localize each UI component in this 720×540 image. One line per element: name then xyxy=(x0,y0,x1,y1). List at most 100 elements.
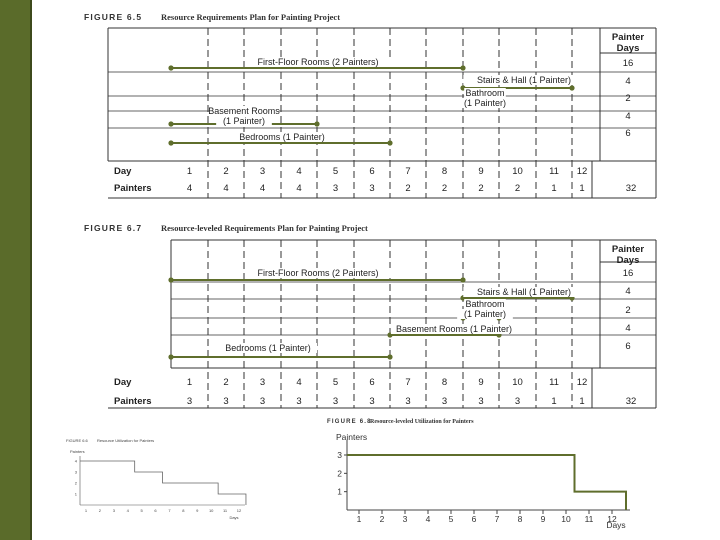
figure-number: FIGURE 6.7 xyxy=(84,223,142,233)
painters-count: 3 xyxy=(369,183,374,194)
painters-count: 4 xyxy=(296,183,301,194)
painters-count: 1 xyxy=(551,183,556,194)
task-start-node xyxy=(168,65,174,71)
task-label: Bathroom xyxy=(465,88,504,98)
task-end-node xyxy=(387,354,393,360)
y-tick-label: 4 xyxy=(75,459,78,464)
figure-number: FIGURE 6.6 xyxy=(66,438,89,443)
figure-6-7-figure: FIGURE 6.7 Resource-leveled Requirements … xyxy=(84,223,657,409)
x-tick-label: 6 xyxy=(154,508,157,513)
task-label-bg xyxy=(464,88,506,98)
day-number: 5 xyxy=(333,166,338,177)
day-number: 11 xyxy=(549,166,559,177)
day-number: 8 xyxy=(442,377,447,388)
day-number: 9 xyxy=(478,377,483,388)
painters-count: 1 xyxy=(551,396,556,407)
x-tick-label: 9 xyxy=(541,514,546,524)
x-tick-label: 10 xyxy=(209,508,214,513)
task-painter-days: 16 xyxy=(623,268,634,279)
x-tick-label: 12 xyxy=(607,514,617,524)
x-axis-label: Days xyxy=(229,515,238,520)
task-painter-days: 4 xyxy=(625,111,630,122)
day-number: 12 xyxy=(577,377,588,388)
day-number: 1 xyxy=(187,166,192,177)
y-tick-label: 2 xyxy=(75,481,78,486)
day-number: 12 xyxy=(577,166,588,177)
painters-row-label: Painters xyxy=(114,183,152,194)
painters-count: 4 xyxy=(223,183,228,194)
task-label-bg xyxy=(233,132,331,142)
x-tick-label: 1 xyxy=(357,514,362,524)
x-tick-label: 8 xyxy=(182,508,185,513)
x-tick-label: 2 xyxy=(380,514,385,524)
day-number: 6 xyxy=(369,166,374,177)
task-label-bg xyxy=(457,98,513,108)
task-label: (1 Painter) xyxy=(464,309,506,319)
painters-count: 4 xyxy=(260,183,265,194)
day-number: 10 xyxy=(512,166,523,177)
day-row-label: Day xyxy=(114,166,132,177)
task-label: (1 Painter) xyxy=(223,116,265,126)
painters-count: 3 xyxy=(515,396,520,407)
day-number: 8 xyxy=(442,166,447,177)
x-tick-label: 7 xyxy=(495,514,500,524)
day-row-label: Day xyxy=(114,377,132,388)
task-label-bg xyxy=(209,106,279,116)
y-tick-label: 1 xyxy=(75,492,78,497)
task-label: Bedrooms (1 Painter) xyxy=(225,343,311,353)
day-number: 3 xyxy=(260,377,265,388)
x-tick-label: 9 xyxy=(196,508,199,513)
task-start-node xyxy=(168,277,174,283)
x-tick-label: 1 xyxy=(85,508,88,513)
task-painter-days: 6 xyxy=(625,341,630,352)
task-painter-days: 4 xyxy=(625,76,630,87)
figure-6-5-figure: FIGURE 6.5 Resource Requirements Plan for… xyxy=(84,12,657,199)
figure-title: Resource Requirements Plan for Painting … xyxy=(161,12,340,22)
task-label: (1 Painter) xyxy=(464,98,506,108)
task-label: First-Floor Rooms (2 Painters) xyxy=(257,268,378,278)
task-painter-days: 4 xyxy=(625,286,630,297)
task-label-bg xyxy=(245,57,391,67)
task-label-bg xyxy=(216,116,272,126)
task-painter-days: 4 xyxy=(625,323,630,334)
y-tick-label: 3 xyxy=(75,470,78,475)
painter-days-total: 32 xyxy=(626,183,637,194)
task-label: Stairs & Hall (1 Painter) xyxy=(477,75,571,85)
x-tick-label: 8 xyxy=(518,514,523,524)
day-number: 4 xyxy=(296,166,301,177)
painters-count: 1 xyxy=(579,396,584,407)
task-end-node xyxy=(314,121,320,127)
x-tick-label: 7 xyxy=(168,508,171,513)
x-tick-label: 2 xyxy=(99,508,102,513)
painters-count: 3 xyxy=(260,396,265,407)
day-number: 7 xyxy=(405,166,410,177)
day-number: 7 xyxy=(405,377,410,388)
figure-title: Resource-leveled Utilization for Painter… xyxy=(370,419,474,425)
painter-days-header: Days xyxy=(617,255,640,266)
task-painter-days: 6 xyxy=(625,128,630,139)
figure-6-6-chart: FIGURE 6.6 Resource Utilization for Paint… xyxy=(66,438,247,520)
day-number: 6 xyxy=(369,377,374,388)
painter-days-header: Painter xyxy=(612,244,645,255)
y-tick-label: 1 xyxy=(337,487,342,497)
task-end-node xyxy=(569,85,575,91)
day-number: 2 xyxy=(223,377,228,388)
painters-count: 3 xyxy=(405,396,410,407)
day-number: 2 xyxy=(223,166,228,177)
figure-title: Resource-leveled Requirements Plan for P… xyxy=(161,223,368,233)
task-painter-days: 16 xyxy=(623,58,634,69)
task-end-node xyxy=(387,140,393,146)
y-axis-label: Painters xyxy=(336,432,367,442)
painters-count: 3 xyxy=(369,396,374,407)
task-label-bg xyxy=(463,287,585,297)
slide-side-bar xyxy=(0,0,32,540)
day-number: 11 xyxy=(549,377,559,388)
x-tick-label: 4 xyxy=(426,514,431,524)
task-label-bg xyxy=(464,299,506,309)
y-axis-label: Painters xyxy=(70,449,85,454)
task-label: Stairs & Hall (1 Painter) xyxy=(477,287,571,297)
painter-days-total: 32 xyxy=(626,396,637,407)
utilization-step-line xyxy=(80,460,247,505)
